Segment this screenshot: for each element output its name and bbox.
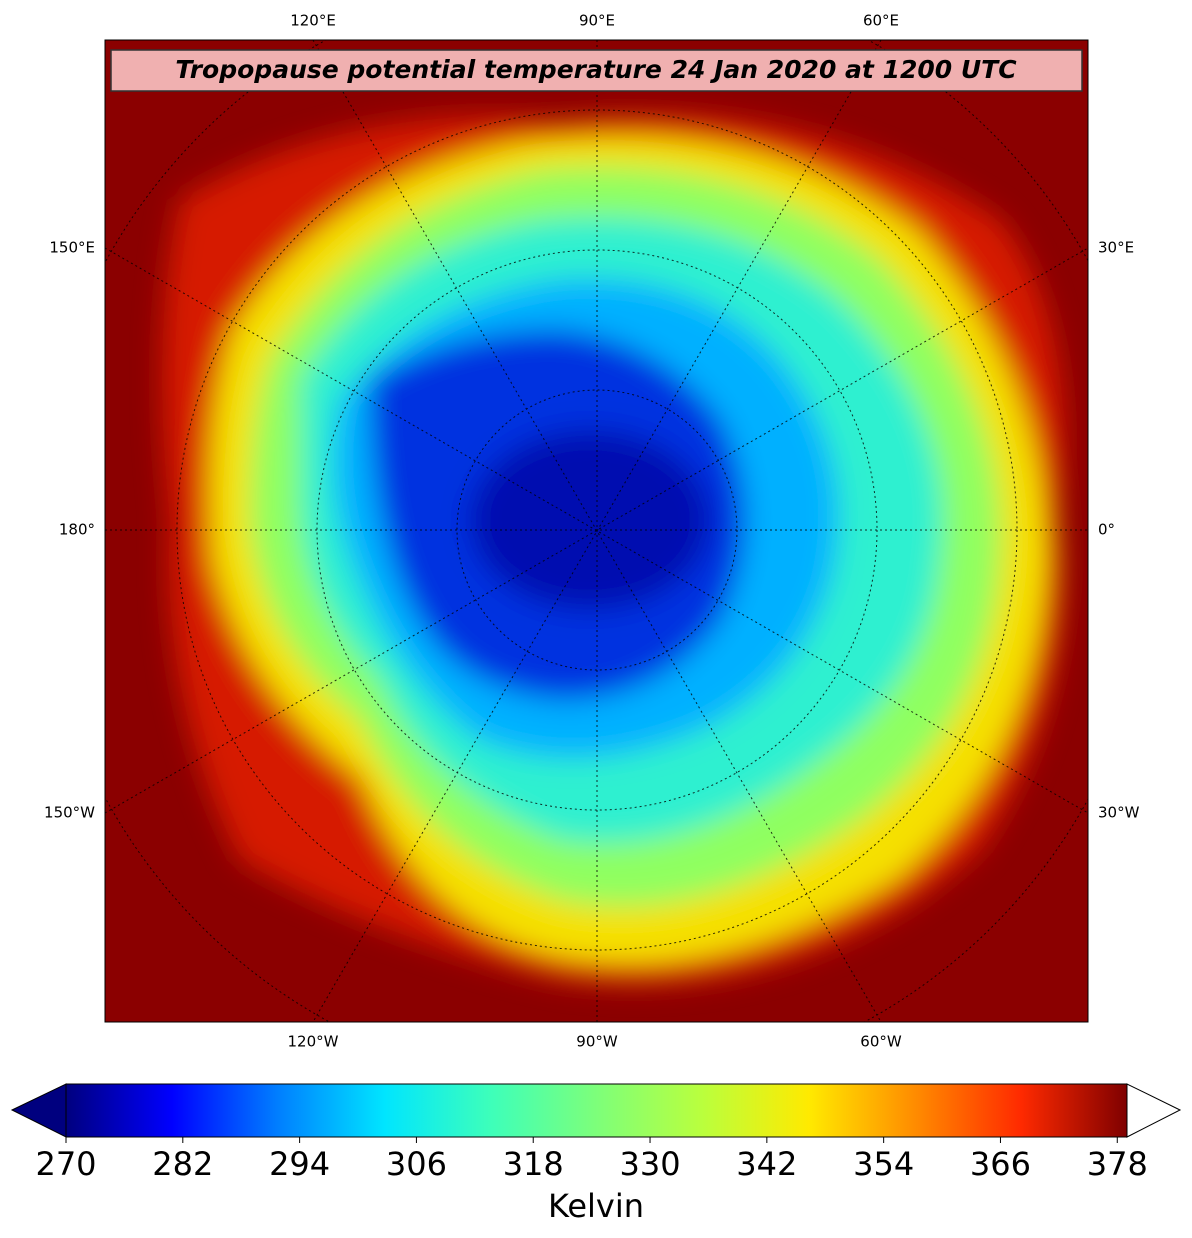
lon-label: 60°E — [863, 12, 899, 30]
map-title: Tropopause potential temperature 24 Jan … — [175, 55, 1017, 84]
lat-lon-label: 150°E — [49, 239, 95, 257]
colorbar-tick-label: 330 — [619, 1145, 680, 1183]
colorbar-tick-label: 270 — [35, 1145, 96, 1183]
lon-label: 120°W — [288, 1033, 339, 1051]
map-field — [105, 40, 1088, 1022]
lat-lon-label: 30°W — [1098, 804, 1140, 822]
colorbar-extend-high — [1126, 1083, 1182, 1138]
colorbar-tick-label: 294 — [269, 1145, 330, 1183]
colorbar-tick-label: 342 — [736, 1145, 797, 1183]
lon-label: 60°W — [860, 1033, 902, 1051]
colorbar-tick-label: 354 — [853, 1145, 914, 1183]
colorbar-extend-low — [10, 1083, 67, 1138]
lon-labels: 120°E 90°E 60°E 120°W 90°W 60°W 150°E 180° 150°W… — [44, 12, 1140, 1051]
colorbar-tick-label: 318 — [503, 1145, 564, 1183]
colorbar-tick-label: 282 — [152, 1145, 213, 1183]
title-box — [110, 49, 1083, 92]
colorbar-tick-label: 306 — [386, 1145, 447, 1183]
lat-lon-label: 30°E — [1098, 239, 1134, 257]
lon-label: 90°W — [576, 1033, 618, 1051]
colorbar-tick-label: 366 — [970, 1145, 1031, 1183]
lat-lon-label: 150°W — [44, 804, 95, 822]
lat-lon-label: 180° — [59, 521, 95, 539]
lon-label: 90°E — [579, 12, 615, 30]
colorbar-label: Kelvin — [548, 1187, 644, 1225]
colorbar-tick-label: 378 — [1087, 1145, 1148, 1183]
lon-label: 120°E — [290, 12, 336, 30]
map-frame — [104, 39, 1089, 1023]
colorbar: Kelvin 270 282 294 306 318 330 342 354 366 378 — [10, 1083, 1182, 1225]
lat-lon-label: 0° — [1098, 521, 1115, 539]
colorbar-body — [65, 1083, 1128, 1138]
